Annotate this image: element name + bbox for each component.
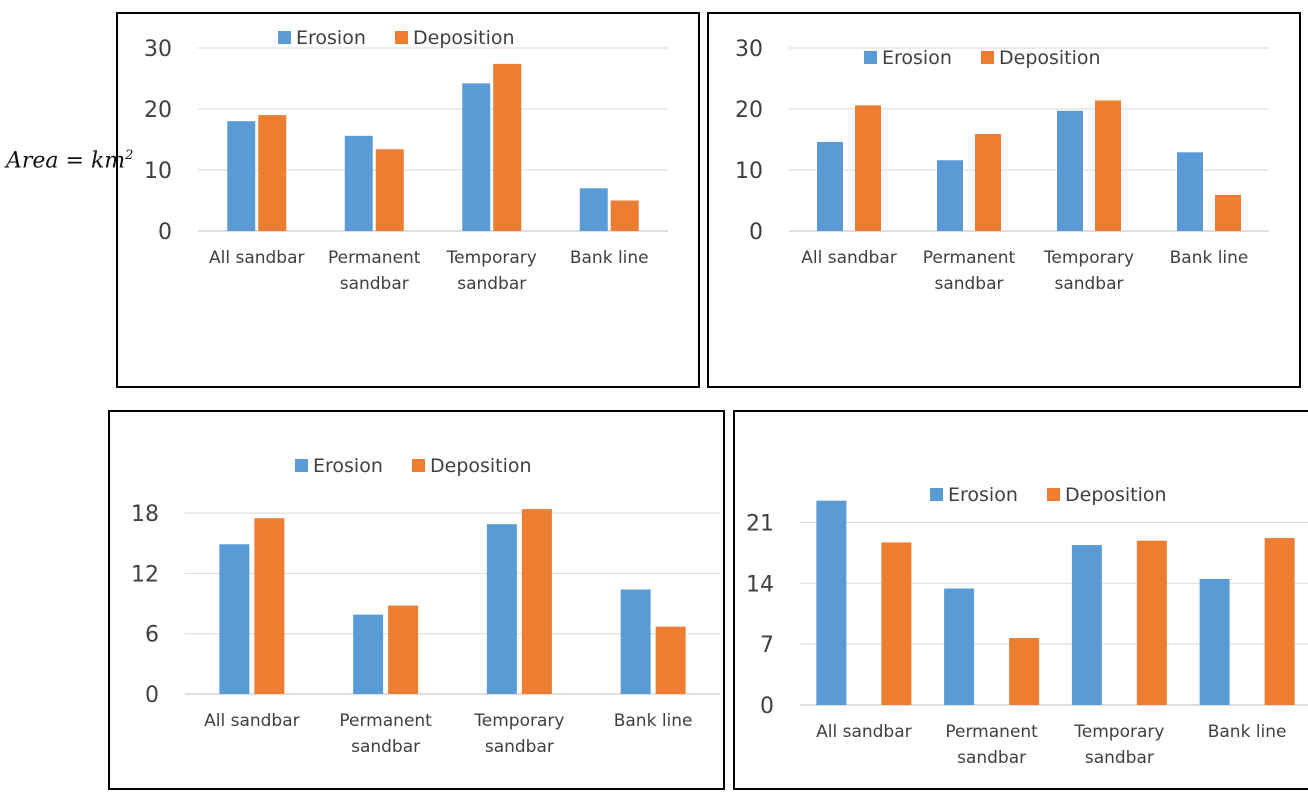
legend-swatch-deposition bbox=[981, 51, 994, 64]
bar-erosion bbox=[227, 121, 256, 231]
bar-deposition bbox=[258, 115, 287, 231]
category-label: Bank line bbox=[1208, 722, 1287, 742]
legend-label-deposition: Deposition bbox=[1065, 484, 1167, 506]
category-label: Bank line bbox=[570, 248, 649, 268]
bar-erosion bbox=[1177, 152, 1203, 231]
category-label: sandbar bbox=[340, 274, 409, 294]
bar-erosion bbox=[1199, 578, 1230, 705]
legend-swatch-erosion bbox=[864, 51, 877, 64]
category-label: Bank line bbox=[614, 711, 693, 731]
bar-erosion bbox=[817, 141, 843, 231]
y-tick-label: 10 bbox=[144, 159, 172, 184]
bar-deposition bbox=[1136, 540, 1167, 705]
bar-erosion bbox=[620, 589, 651, 694]
legend-label-deposition: Deposition bbox=[413, 27, 515, 49]
legend-swatch-deposition bbox=[412, 459, 425, 472]
category-label: Temporary bbox=[473, 711, 564, 731]
category-label: sandbar bbox=[957, 748, 1026, 768]
bar-deposition bbox=[493, 63, 522, 231]
category-label: All sandbar bbox=[209, 248, 305, 268]
category-label: Bank line bbox=[1170, 248, 1249, 268]
y-tick-label: 18 bbox=[131, 502, 159, 527]
y-tick-label: 0 bbox=[749, 220, 763, 245]
category-label: Permanent bbox=[328, 248, 421, 268]
chart-svg-4: 0 7 14 21 All sandbar Permanent sandbar Tempora… bbox=[746, 484, 1308, 768]
y-tick-label: 21 bbox=[746, 511, 774, 536]
legend-label-deposition: Deposition bbox=[999, 47, 1101, 69]
bar-deposition bbox=[881, 542, 912, 705]
legend-label-erosion: Erosion bbox=[313, 455, 383, 477]
y-tick-label: 20 bbox=[144, 98, 172, 123]
y-tick-label: 0 bbox=[145, 683, 159, 708]
legend-label-deposition: Deposition bbox=[430, 455, 532, 477]
legend-swatch-erosion bbox=[278, 31, 291, 44]
bar-deposition bbox=[1009, 638, 1040, 705]
category-label: All sandbar bbox=[801, 248, 897, 268]
bar-deposition bbox=[1095, 100, 1121, 232]
category-label: sandbar bbox=[934, 274, 1003, 294]
legend-swatch-deposition bbox=[395, 31, 408, 44]
bar-deposition bbox=[855, 105, 881, 231]
legend-swatch-erosion bbox=[930, 488, 943, 501]
bar-deposition bbox=[375, 149, 404, 231]
bar-erosion bbox=[1057, 110, 1083, 231]
area-unit-text: Area = km bbox=[6, 148, 126, 174]
bar-erosion bbox=[937, 160, 963, 231]
chart-panel-1: 0 10 20 30 All sandbar Permanent sandbar Tempor… bbox=[116, 12, 700, 388]
category-label: All sandbar bbox=[816, 722, 912, 742]
y-tick-label: 10 bbox=[735, 159, 763, 184]
y-tick-label: 6 bbox=[145, 623, 159, 648]
y-tick-label: 30 bbox=[735, 37, 763, 62]
area-unit-label: Area = km2 bbox=[6, 148, 133, 173]
y-tick-label: 14 bbox=[746, 572, 774, 597]
bar-erosion bbox=[344, 135, 373, 231]
area-unit-sup: 2 bbox=[125, 148, 134, 163]
bar-deposition bbox=[1264, 538, 1295, 705]
bar-erosion bbox=[579, 188, 608, 231]
bar-deposition bbox=[975, 134, 1001, 231]
bar-erosion bbox=[486, 524, 517, 694]
chart-panel-2: 0 10 20 30 All sandbar Permanent sandbar Tempor… bbox=[707, 12, 1301, 388]
category-label: sandbar bbox=[1054, 274, 1123, 294]
bar-deposition bbox=[388, 605, 419, 694]
y-tick-label: 20 bbox=[735, 98, 763, 123]
chart-panel-4: 0 7 14 21 All sandbar Permanent sandbar Tempora… bbox=[733, 410, 1308, 790]
bar-deposition bbox=[1215, 195, 1241, 231]
chart-svg-2: 0 10 20 30 All sandbar Permanent sandbar Tempor… bbox=[735, 37, 1269, 294]
category-label: sandbar bbox=[485, 737, 554, 757]
y-tick-label: 7 bbox=[760, 633, 774, 658]
y-tick-label: 30 bbox=[144, 37, 172, 62]
category-label: sandbar bbox=[1085, 748, 1154, 768]
bar-erosion bbox=[944, 588, 975, 705]
chart-svg-1: 0 10 20 30 All sandbar Permanent sandbar Tempor… bbox=[144, 27, 668, 294]
category-label: Temporary bbox=[1043, 248, 1134, 268]
bar-erosion bbox=[816, 500, 847, 705]
category-label: Permanent bbox=[923, 248, 1016, 268]
category-label: Permanent bbox=[339, 711, 432, 731]
bar-erosion bbox=[219, 544, 250, 694]
bar-deposition bbox=[521, 509, 552, 694]
category-label: All sandbar bbox=[204, 711, 300, 731]
bar-erosion bbox=[462, 83, 491, 231]
legend-label-erosion: Erosion bbox=[296, 27, 366, 49]
legend-swatch-erosion bbox=[295, 459, 308, 472]
bar-deposition bbox=[254, 518, 285, 694]
bar-erosion bbox=[1071, 545, 1102, 705]
legend-swatch-deposition bbox=[1047, 488, 1060, 501]
legend-label-erosion: Erosion bbox=[948, 484, 1018, 506]
legend-label-erosion: Erosion bbox=[882, 47, 952, 69]
bar-erosion bbox=[353, 614, 384, 694]
y-tick-label: 12 bbox=[131, 562, 159, 587]
bar-deposition bbox=[610, 200, 639, 231]
category-label: sandbar bbox=[457, 274, 526, 294]
category-label: sandbar bbox=[351, 737, 420, 757]
chart-svg-3: 0 6 12 18 All sandbar Permanent sandbar Tempora… bbox=[131, 455, 720, 757]
category-label: Temporary bbox=[1073, 722, 1164, 742]
chart-panel-3: 0 6 12 18 All sandbar Permanent sandbar Tempora… bbox=[108, 410, 725, 790]
category-label: Permanent bbox=[945, 722, 1038, 742]
y-tick-label: 0 bbox=[760, 694, 774, 719]
bar-deposition bbox=[655, 626, 686, 694]
category-label: Temporary bbox=[446, 248, 537, 268]
y-tick-label: 0 bbox=[158, 220, 172, 245]
